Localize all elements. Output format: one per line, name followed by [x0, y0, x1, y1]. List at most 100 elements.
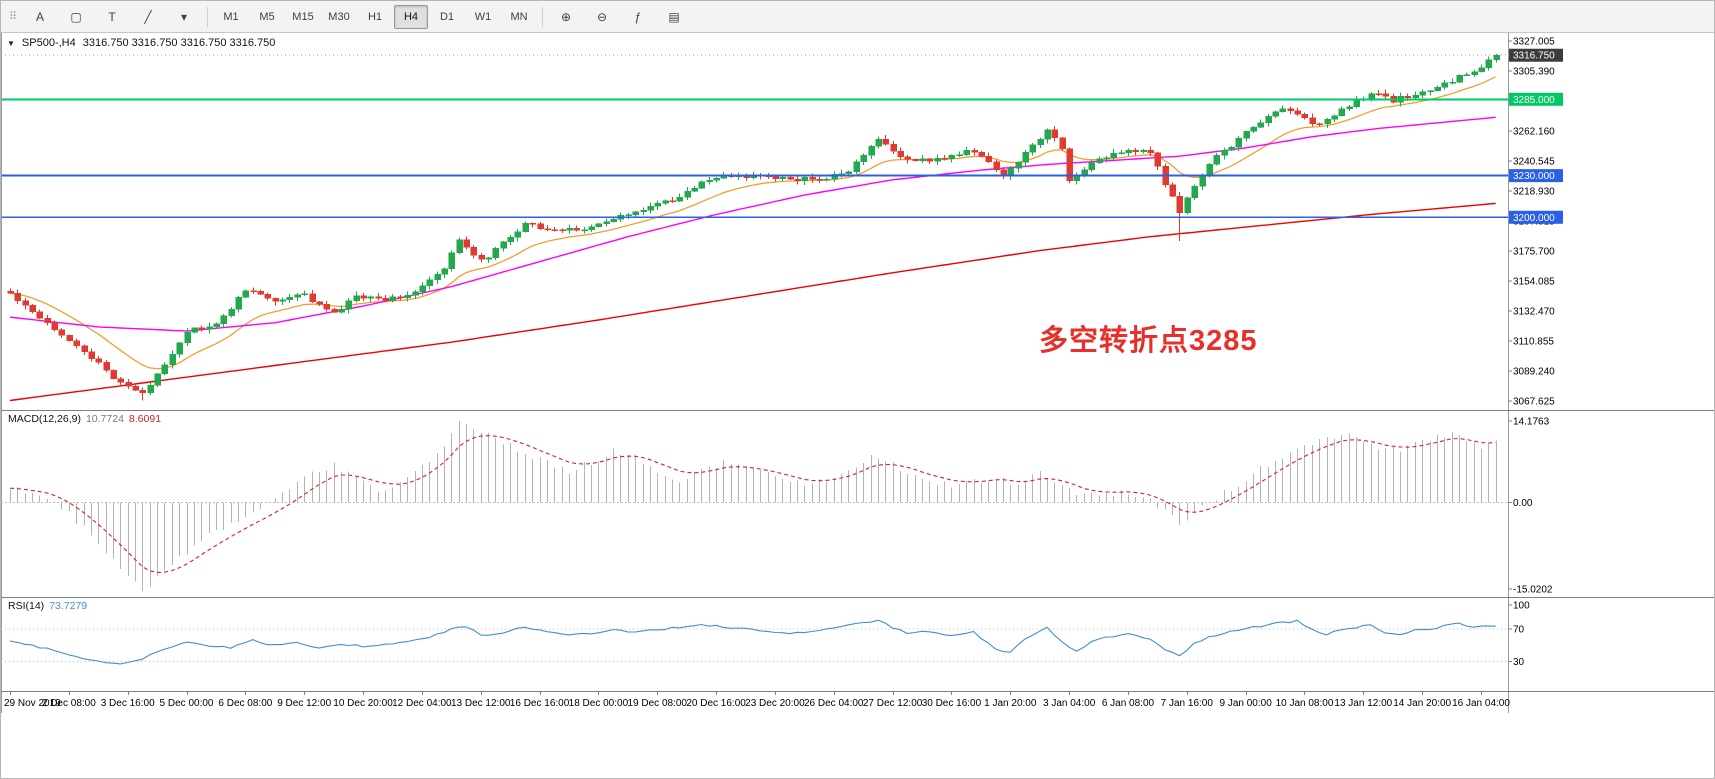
candle-body [1294, 110, 1301, 115]
price-tick-label: 3262.160 [1513, 126, 1555, 137]
timeframe-w1-button[interactable]: W1 [474, 10, 492, 23]
candle-body [573, 228, 580, 231]
candle-body [823, 178, 830, 181]
candle-body [242, 290, 249, 298]
time-tick-label: 14 Jan 20:00 [1393, 698, 1451, 709]
toolbar: ⠿ A ▢ T ╱ ▾ M1 M5 M15 M30 H1 H4 D1 W1 MN ⊕ ⊖ ƒ ▤ [1, 1, 1714, 33]
candle-body [132, 386, 139, 391]
candle-body [1154, 152, 1161, 167]
candle-body [1007, 168, 1014, 177]
timeframe-d1-button[interactable]: D1 [439, 10, 455, 23]
candle-body [1441, 82, 1448, 88]
level-price-badge: 3285.000 [1509, 92, 1563, 106]
candle-body [985, 155, 992, 163]
candle-body [875, 138, 882, 147]
zoom-out-icon[interactable]: ⊖ [596, 9, 608, 24]
candle-body [956, 154, 963, 157]
candle-body [1051, 129, 1058, 138]
price-tick-label: 3218.930 [1513, 186, 1555, 197]
rsi-axis-label: 100 [1513, 601, 1530, 612]
timeframe-m15-button[interactable]: M15 [292, 10, 314, 23]
candle-body [1037, 139, 1044, 146]
rsi-line [9, 619, 1496, 665]
level-price-badge-bg [1509, 169, 1563, 183]
candle-body [684, 190, 691, 198]
candle-body [1368, 93, 1375, 99]
time-tick-label: 9 Jan 00:00 [1220, 698, 1273, 709]
candle-body [581, 229, 588, 231]
moving-averages-layer [9, 76, 1496, 402]
timeframe-m5-button[interactable]: M5 [259, 10, 275, 23]
candle-body [897, 150, 904, 158]
price-tick-label: 3110.855 [1513, 336, 1554, 347]
candle-body [44, 318, 51, 323]
tools-dropdown-icon[interactable]: ▾ [180, 9, 188, 24]
candle-body [191, 327, 198, 333]
chart-text-annotation[interactable]: 多空转折点3285 [1039, 325, 1258, 357]
timeframe-m30-button[interactable]: M30 [328, 10, 350, 23]
candle-body [853, 161, 860, 173]
candle-body [831, 174, 838, 180]
indicators-icon[interactable]: ƒ [634, 9, 642, 24]
candle-body [1412, 94, 1419, 99]
candle-body [963, 150, 970, 156]
candle-body [1044, 129, 1051, 140]
macd-axis-label: 14.1763 [1513, 417, 1550, 428]
candle-body [257, 291, 264, 295]
candle-body [264, 294, 271, 299]
candle-body [426, 279, 433, 286]
price-tick-label: 3067.625 [1513, 396, 1555, 407]
candle-body [1235, 138, 1242, 148]
text-tool-icon[interactable]: T [108, 9, 116, 24]
candle-body [7, 290, 14, 294]
candle-body [228, 308, 235, 317]
candle-body [36, 311, 43, 319]
rsi-name: RSI(14) [8, 600, 45, 612]
candle-body [345, 300, 352, 310]
rsi-indicator-label: RSI(14) 73.7279 [8, 600, 87, 612]
candle-body [1088, 162, 1095, 170]
current-price-badge: 3316.750 [1509, 48, 1563, 62]
timeframe-h1-button[interactable]: H1 [367, 10, 383, 23]
level-price-badge: 3230.000 [1509, 169, 1563, 183]
candle-body [1073, 176, 1080, 182]
time-tick-label: 6 Jan 08:00 [1102, 698, 1155, 709]
candle-body [14, 292, 21, 302]
window-drag-handle-icon[interactable]: ⠿ [8, 11, 18, 23]
timeframe-m1-button[interactable]: M1 [223, 10, 239, 23]
candle-body [1353, 99, 1360, 108]
time-tick-label: 16 Dec 16:00 [510, 698, 570, 709]
candle-body [647, 206, 654, 211]
candle-body [169, 354, 176, 365]
candle-body [286, 297, 293, 300]
candle-body [1228, 147, 1235, 151]
candle-body [1191, 185, 1198, 198]
templates-icon[interactable]: ▤ [668, 9, 680, 24]
one-click-trading-arrow-icon[interactable]: ▼ [7, 38, 15, 48]
time-tick-label: 16 Jan 04:00 [1452, 698, 1510, 709]
candle-body [103, 361, 110, 371]
candle-body [1022, 151, 1029, 163]
candle-body [882, 138, 889, 145]
candle-body [1463, 74, 1470, 77]
candle-body [1206, 163, 1213, 177]
price-chart[interactable]: 3327.0053305.3903283.7753262.1603240.545… [1, 32, 1715, 713]
candle-body [412, 291, 419, 296]
annotation-a-icon[interactable]: A [35, 9, 44, 24]
candle-body [22, 300, 29, 306]
candle-body [58, 329, 65, 336]
time-tick-label: 1 Jan 20:00 [984, 698, 1037, 709]
candle-body [110, 369, 117, 380]
level-price-badge-text: 3285.000 [1513, 95, 1555, 106]
candle-body [323, 304, 330, 310]
candle-body [1096, 158, 1103, 163]
rectangle-tool-icon[interactable]: ▢ [70, 9, 82, 24]
trendline-tool-icon[interactable]: ╱ [144, 9, 152, 24]
time-tick-label: 26 Dec 04:00 [804, 698, 864, 709]
time-tick-label: 29 Nov 2019 [4, 698, 61, 709]
zoom-in-icon[interactable]: ⊕ [560, 9, 572, 24]
timeframe-mn-button[interactable]: MN [510, 10, 528, 23]
timeframe-h4-button[interactable]: H4 [394, 4, 428, 29]
candle-body [625, 214, 632, 216]
candle-body [890, 143, 897, 152]
